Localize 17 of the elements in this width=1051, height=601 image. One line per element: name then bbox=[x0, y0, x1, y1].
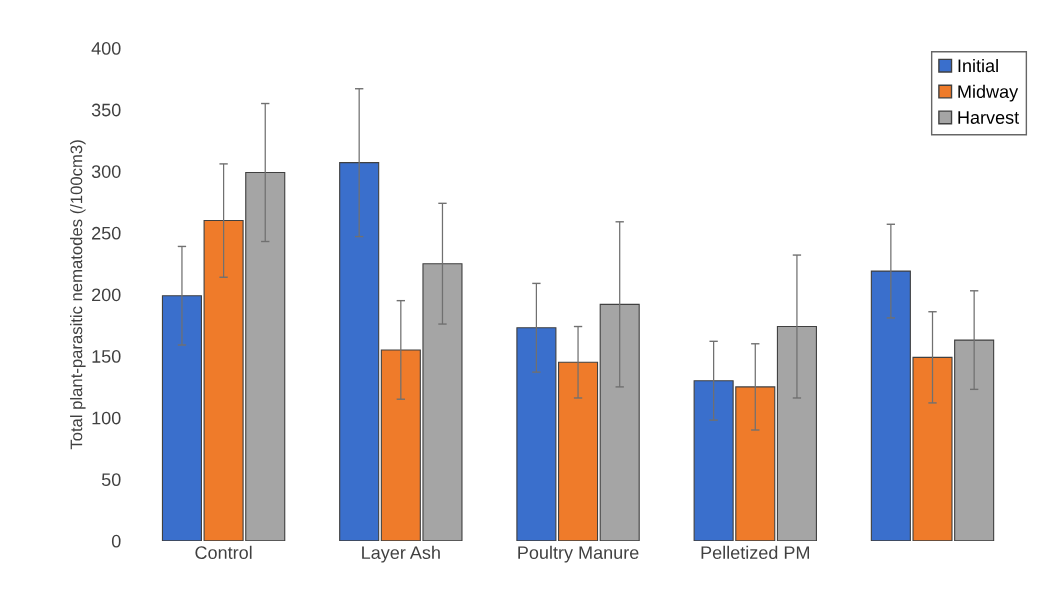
x-tick-label: Poultry Manure bbox=[518, 545, 639, 563]
y-tick-label: 250 bbox=[92, 226, 121, 240]
y-tick-label: 200 bbox=[92, 288, 121, 302]
legend-label: Harvest bbox=[958, 111, 1020, 124]
y-tick-label: 150 bbox=[92, 350, 121, 363]
y-tick-label: 50 bbox=[101, 473, 121, 487]
legend-label: Initial bbox=[958, 58, 998, 73]
y-tick-label: 100 bbox=[92, 411, 121, 425]
x-tick-label: Layer Ash bbox=[362, 545, 440, 563]
legend-label: Midway bbox=[958, 84, 1019, 102]
x-tick-label: Control bbox=[195, 545, 252, 560]
y-tick-label: 350 bbox=[91, 103, 121, 117]
y-tick-label: 300 bbox=[91, 165, 121, 179]
y-tick-label: 400 bbox=[91, 42, 121, 55]
y-axis-title: Total plant-parasitic nematodes (/100cm3) bbox=[70, 140, 86, 450]
x-tick-label: Pelletized PM bbox=[701, 545, 809, 560]
y-tick-label: 0 bbox=[111, 534, 121, 548]
